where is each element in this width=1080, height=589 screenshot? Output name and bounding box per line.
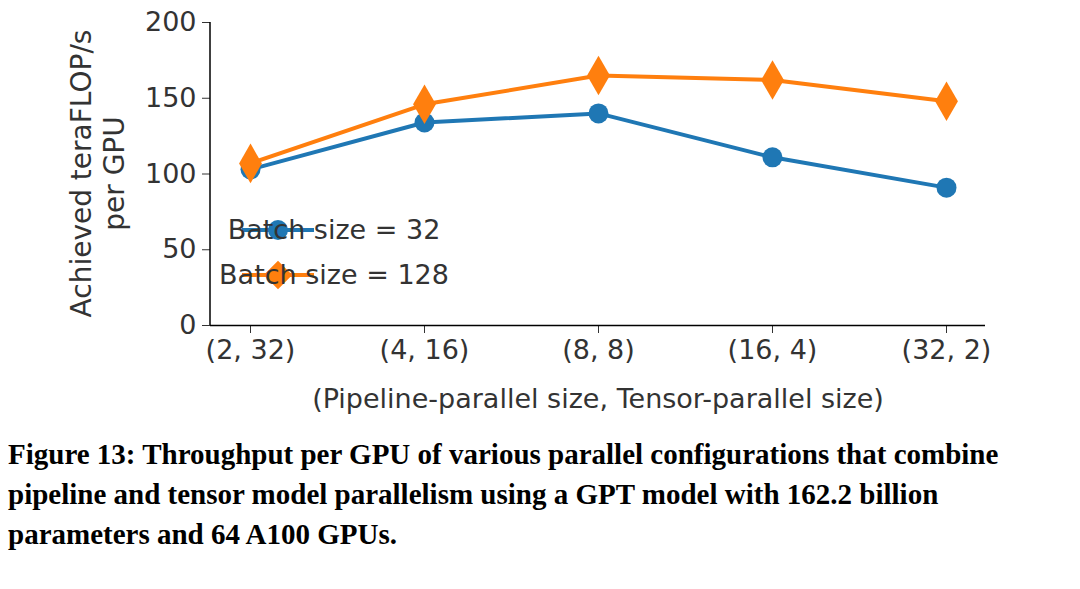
html-text:Figure 13: Throughput per GPU: Figure 13: Throughput per GPU of various… xyxy=(8,438,999,550)
svg-text:200: 200 xyxy=(145,6,197,37)
svg-text:(8, 8): (8, 8) xyxy=(562,334,635,365)
svg-text:Batch size = 128: Batch size = 128 xyxy=(219,259,449,290)
svg-text:50: 50 xyxy=(162,233,196,264)
svg-text:Batch size = 32: Batch size = 32 xyxy=(228,214,441,245)
svg-text:100: 100 xyxy=(145,158,197,189)
svg-text:(16, 4): (16, 4) xyxy=(728,334,818,365)
svg-text:0: 0 xyxy=(179,309,196,340)
svg-text:(2, 32): (2, 32) xyxy=(206,334,296,365)
svg-text:150: 150 xyxy=(145,82,197,113)
svg-text:(32, 2): (32, 2) xyxy=(902,334,992,365)
svg-text:(4, 16): (4, 16) xyxy=(380,334,470,365)
svg-text:(Pipeline-parallel size, Tenso: (Pipeline-parallel size, Tensor-parallel… xyxy=(312,383,884,414)
svg-text:Achieved teraFLOP/sper GPU: Achieved teraFLOP/sper GPU xyxy=(65,30,131,318)
